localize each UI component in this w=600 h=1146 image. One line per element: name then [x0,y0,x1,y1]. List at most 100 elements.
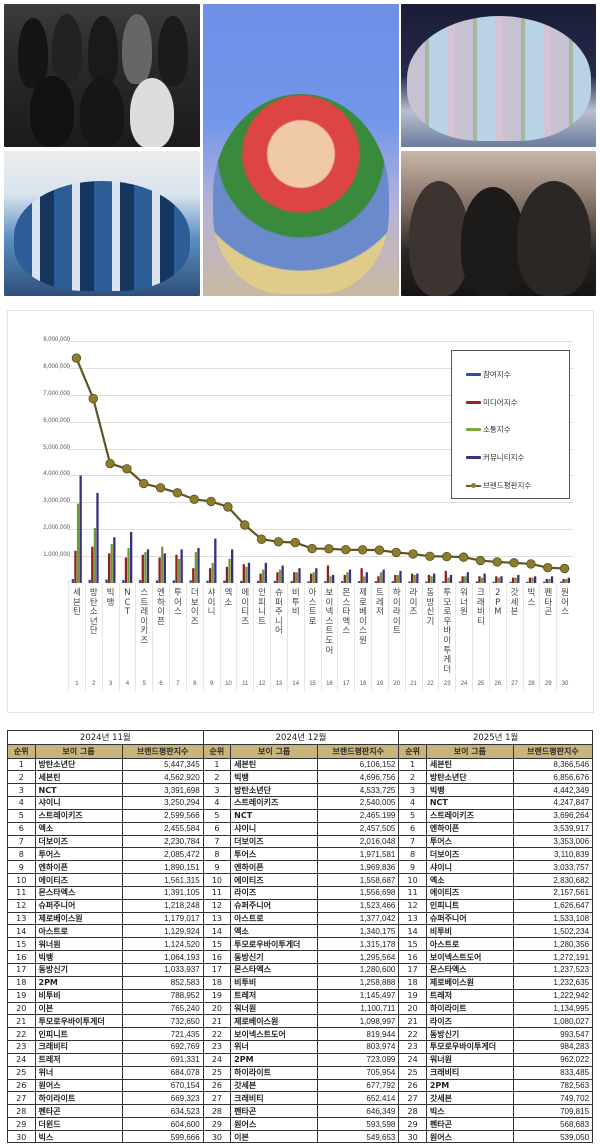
bar [363,576,366,583]
legend-item-communication: 소통지수 [466,424,511,435]
rank-cell: 30 [203,1129,232,1144]
group-cell: 슈퍼주니어 [425,911,514,926]
bar [124,557,128,583]
group-cell: 2PM [230,1052,319,1067]
bar [511,577,515,583]
rank-cell: 9 [8,860,36,875]
group-cell: 비투비 [230,975,319,990]
line-marker [71,353,82,363]
score-cell: 670,154 [121,1078,203,1093]
score-cell: 1,100,711 [317,1001,399,1016]
score-cell: 3,250,294 [121,796,203,810]
x-category: 크 래 비 티 25 [472,583,489,691]
table-row: 10 에이티즈 1,561,315 [8,873,203,887]
bar [259,573,262,583]
line-marker [223,502,233,512]
score-cell: 1,237,523 [512,963,593,977]
bar [113,537,116,583]
category-number: 16 [326,681,333,687]
bar [413,574,416,583]
group-cell: 더보이즈 [425,847,514,862]
rank-cell: 30 [399,1129,427,1144]
score-cell: 1,280,356 [512,937,593,952]
group-cell: 하이라이트 [230,1065,319,1080]
table-row: 5 스트레이키즈 3,696,264 [399,808,593,823]
community-swatch-icon [466,456,481,459]
rank-cell: 17 [8,963,36,977]
rank-cell: 9 [399,860,427,875]
rank-cell: 12 [399,898,427,913]
rank-cell: 7 [203,834,232,849]
group-photo-bottom-left [4,151,200,296]
ranking-tables: 2024년 11월 순위 보이 그룹 브랜드평판지수 1 방탄소년단 5,447,345 2 세… [7,730,593,1144]
table-row: 17 동방신기 1,033,937 [8,963,203,977]
group-cell: 방탄소년단 [34,757,123,772]
table-row: 15 투모로우바이투게더 1,315,178 [203,937,399,952]
table-row: 16 보이넥스트도어 1,272,191 [399,950,593,964]
y-tick-label: 7,000,000 [43,390,70,397]
group-cell: 트레저 [230,988,319,1003]
rank-cell: 28 [203,1104,232,1119]
table-row: 17 몬스타엑스 1,237,523 [399,963,593,977]
category-number: 28 [528,681,535,687]
table-row: 24 워너원 962,022 [399,1052,593,1067]
bar [211,562,214,583]
x-category: 슈 퍼 주 니 어 13 [270,583,287,691]
group-cell: 빅뱅 [425,783,514,798]
bar [427,574,431,583]
score-cell: 4,442,349 [512,783,593,798]
brand-line-marker-icon [466,482,481,488]
gridline [68,394,573,396]
score-cell: 1,626,647 [512,898,593,913]
bar [433,573,436,583]
score-cell: 1,258,888 [317,975,399,990]
rank-cell: 5 [203,808,232,823]
table-row: 3 빅뱅 4,442,349 [399,783,593,798]
table-row: 12 슈퍼주니어 1,523,466 [203,898,399,913]
rank-cell: 22 [399,1027,427,1042]
bar [189,580,192,583]
line-marker [408,549,418,559]
table-row: 25 크래비티 833,485 [399,1065,593,1080]
table-row: 15 아스트로 1,280,356 [399,937,593,952]
rank-cell: 14 [399,924,427,939]
gridline [68,367,573,369]
line-marker [391,547,401,558]
table-row: 27 갓세븐 749,702 [399,1091,593,1106]
bar [155,580,159,583]
group-cell: 원어스 [425,1129,514,1144]
group-cell: 아스트로 [230,911,319,926]
bar [273,580,277,583]
bar [526,581,529,583]
bar [175,554,178,583]
rank-cell: 2 [8,770,36,785]
table-row: 26 원어스 670,154 [8,1078,203,1093]
group-cell: 보이넥스트도어 [230,1027,319,1042]
month-table: 2025년 1월 순위 보이 그룹 브랜드평판지수 1 세븐틴 8,366,546 2 방탄소년… [399,731,593,1144]
rank-cell: 6 [399,821,427,836]
rank-cell: 10 [8,873,36,887]
score-cell: 2,540,005 [317,796,399,810]
bar [264,562,267,583]
line-marker [172,488,183,498]
table-row: 16 빅뱅 1,064,193 [8,950,203,964]
score-cell: 1,080,027 [512,1014,593,1029]
table-row: 8 투어스 2,085,472 [8,847,203,862]
bar [206,580,209,583]
table-row: 2 방탄소년단 6,856,676 [399,770,593,785]
group-cell: 빅스 [425,1104,514,1119]
rank-cell: 4 [399,796,427,810]
bar [231,549,234,583]
score-cell: 2,455,584 [121,821,203,836]
group-cell: 샤이니 [425,860,514,875]
table-row: 22 동방신기 993,547 [399,1027,593,1042]
category-number: 18 [359,681,367,687]
bar [346,572,349,583]
table-row: 30 이븐 549,653 [203,1129,399,1144]
